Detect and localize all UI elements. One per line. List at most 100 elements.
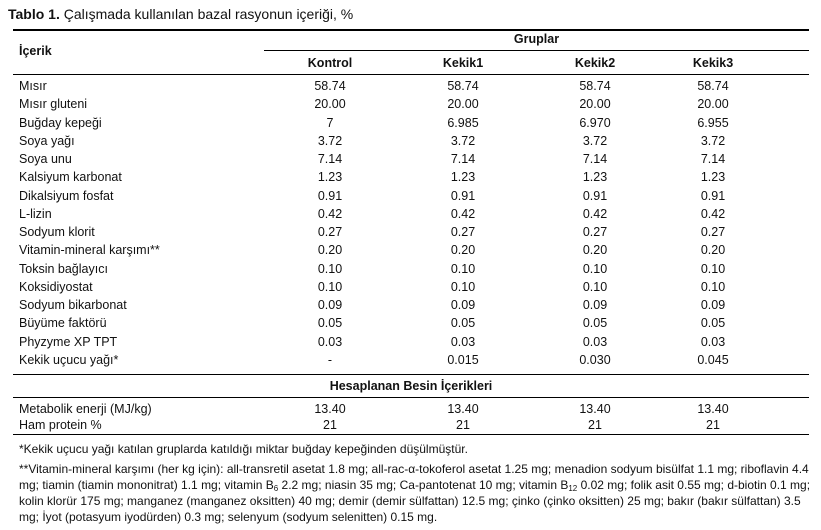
row-value: 0.91 <box>700 188 726 203</box>
row-value: 20.00 <box>314 97 346 112</box>
row-label: Koksidiyostat <box>19 279 93 294</box>
row-label: Dikalsiyum fosfat <box>19 188 114 203</box>
row-value: 0.91 <box>317 188 343 203</box>
row-value: 0.05 <box>700 316 726 331</box>
row-value: 0.27 <box>582 225 608 239</box>
section-top-rule <box>13 374 809 375</box>
row-value: 0.91 <box>582 188 608 203</box>
row-value: 0.10 <box>582 279 608 294</box>
row-value: 13.40 <box>314 402 346 416</box>
row-value: 21 <box>323 418 337 432</box>
row-value: 6.985 <box>447 115 479 130</box>
row-value: 0.27 <box>450 225 476 239</box>
row-value: 21 <box>706 418 720 432</box>
table-caption: Tablo 1. Çalışmada kullanılan bazal rasy… <box>8 6 353 22</box>
row-value: 0.10 <box>450 279 476 294</box>
footnote-2: **Vitamin-mineral karşımı (her kg için):… <box>19 461 811 525</box>
row-label: Buğday kepeği <box>19 115 102 130</box>
row-value: 0.42 <box>582 206 608 221</box>
footnote-1: *Kekik uçucu yağı katılan gruplarda katı… <box>19 442 468 456</box>
header-groups: Gruplar <box>513 32 560 46</box>
row-value: 0.20 <box>450 243 476 258</box>
row-value: 0.27 <box>700 225 726 239</box>
row-value: 58.74 <box>314 79 346 93</box>
row-value: 0.10 <box>317 279 343 294</box>
row-value: 58.74 <box>447 79 479 93</box>
row-label: Kalsiyum karbonat <box>19 170 122 185</box>
row-value: 0.20 <box>582 243 608 258</box>
row-value: 0.09 <box>700 298 726 312</box>
row-value: 0.20 <box>317 243 343 258</box>
header-col-kekik2: Kekik2 <box>574 56 616 70</box>
row-value: 0.10 <box>700 261 726 276</box>
row-value: 6.955 <box>697 115 729 130</box>
row-value: 7 <box>326 115 334 130</box>
row-value: - <box>327 352 333 367</box>
row-value: 0.05 <box>582 316 608 331</box>
header-col-kekik3: Kekik3 <box>692 56 734 70</box>
section-bottom-rule <box>13 397 809 398</box>
table-bottom-rule <box>13 434 809 435</box>
header-bottom-rule <box>13 74 809 75</box>
row-label: Mısır <box>19 79 47 93</box>
row-value: 1.23 <box>317 170 343 185</box>
row-value: 0.03 <box>700 334 726 349</box>
row-value: 0.10 <box>700 279 726 294</box>
row-value: 13.40 <box>447 402 479 416</box>
row-value: 3.72 <box>450 133 476 148</box>
row-value: 3.72 <box>317 133 343 148</box>
row-value: 7.14 <box>450 152 476 166</box>
footnote-2-part-c: 0.02 mg; folik asit 0.55 mg; d-biotin 0.… <box>19 478 811 524</box>
row-value: 58.74 <box>579 79 611 93</box>
row-label: Soya yağı <box>19 133 75 148</box>
row-value: 0.045 <box>697 352 729 367</box>
row-label: Ham protein % <box>19 418 102 432</box>
row-label: Soya unu <box>19 152 72 166</box>
row-value: 13.40 <box>579 402 611 416</box>
row-value: 3.72 <box>700 133 726 148</box>
row-label: Toksin bağlayıcı <box>19 261 108 276</box>
row-value: 0.05 <box>317 316 343 331</box>
row-label: Büyüme faktörü <box>19 316 107 331</box>
footnote-2-sub-b12: 12 <box>568 484 578 493</box>
row-value: 6.970 <box>579 115 611 130</box>
row-value: 3.72 <box>582 133 608 148</box>
row-value: 20.00 <box>447 97 479 112</box>
header-col-kontrol: Kontrol <box>307 56 353 70</box>
row-value: 13.40 <box>697 402 729 416</box>
row-value: 0.03 <box>317 334 343 349</box>
row-label: Sodyum bikarbonat <box>19 298 127 312</box>
row-label: Phyzyme XP TPT <box>19 334 118 349</box>
row-label: Mısır gluteni <box>19 97 88 112</box>
row-value: 0.20 <box>700 243 726 258</box>
footnote-2-part-a: **Vitamin-mineral karşımı (her kg için):… <box>19 462 809 492</box>
row-value: 0.015 <box>447 352 479 367</box>
groups-rule <box>264 50 809 51</box>
row-label: Kekik uçucu yağı* <box>19 352 119 367</box>
row-label: Sodyum klorit <box>19 225 95 239</box>
row-value: 20.00 <box>579 97 611 112</box>
row-value: 0.42 <box>317 206 343 221</box>
row-value: 0.09 <box>582 298 608 312</box>
row-value: 1.23 <box>700 170 726 185</box>
row-value: 7.14 <box>700 152 726 166</box>
row-label: L-lizin <box>19 206 52 221</box>
top-rule <box>13 29 809 31</box>
row-label: Metabolik enerji (MJ/kg) <box>19 402 152 416</box>
row-value: 0.03 <box>450 334 476 349</box>
row-value: 0.27 <box>317 225 343 239</box>
row-value: 0.42 <box>700 206 726 221</box>
row-value: 0.05 <box>450 316 476 331</box>
row-value: 21 <box>588 418 602 432</box>
section-title: Hesaplanan Besin İçerikleri <box>329 379 493 393</box>
row-value: 0.03 <box>582 334 608 349</box>
row-value: 0.09 <box>450 298 476 312</box>
row-label: Vitamin-mineral karşımı** <box>19 243 160 258</box>
row-value: 7.14 <box>582 152 608 166</box>
row-value: 58.74 <box>697 79 729 93</box>
row-value: 21 <box>456 418 470 432</box>
row-value: 1.23 <box>450 170 476 185</box>
row-value: 0.09 <box>317 298 343 312</box>
header-col-kekik1: Kekik1 <box>442 56 484 70</box>
header-ingredient: İçerik <box>19 44 52 58</box>
